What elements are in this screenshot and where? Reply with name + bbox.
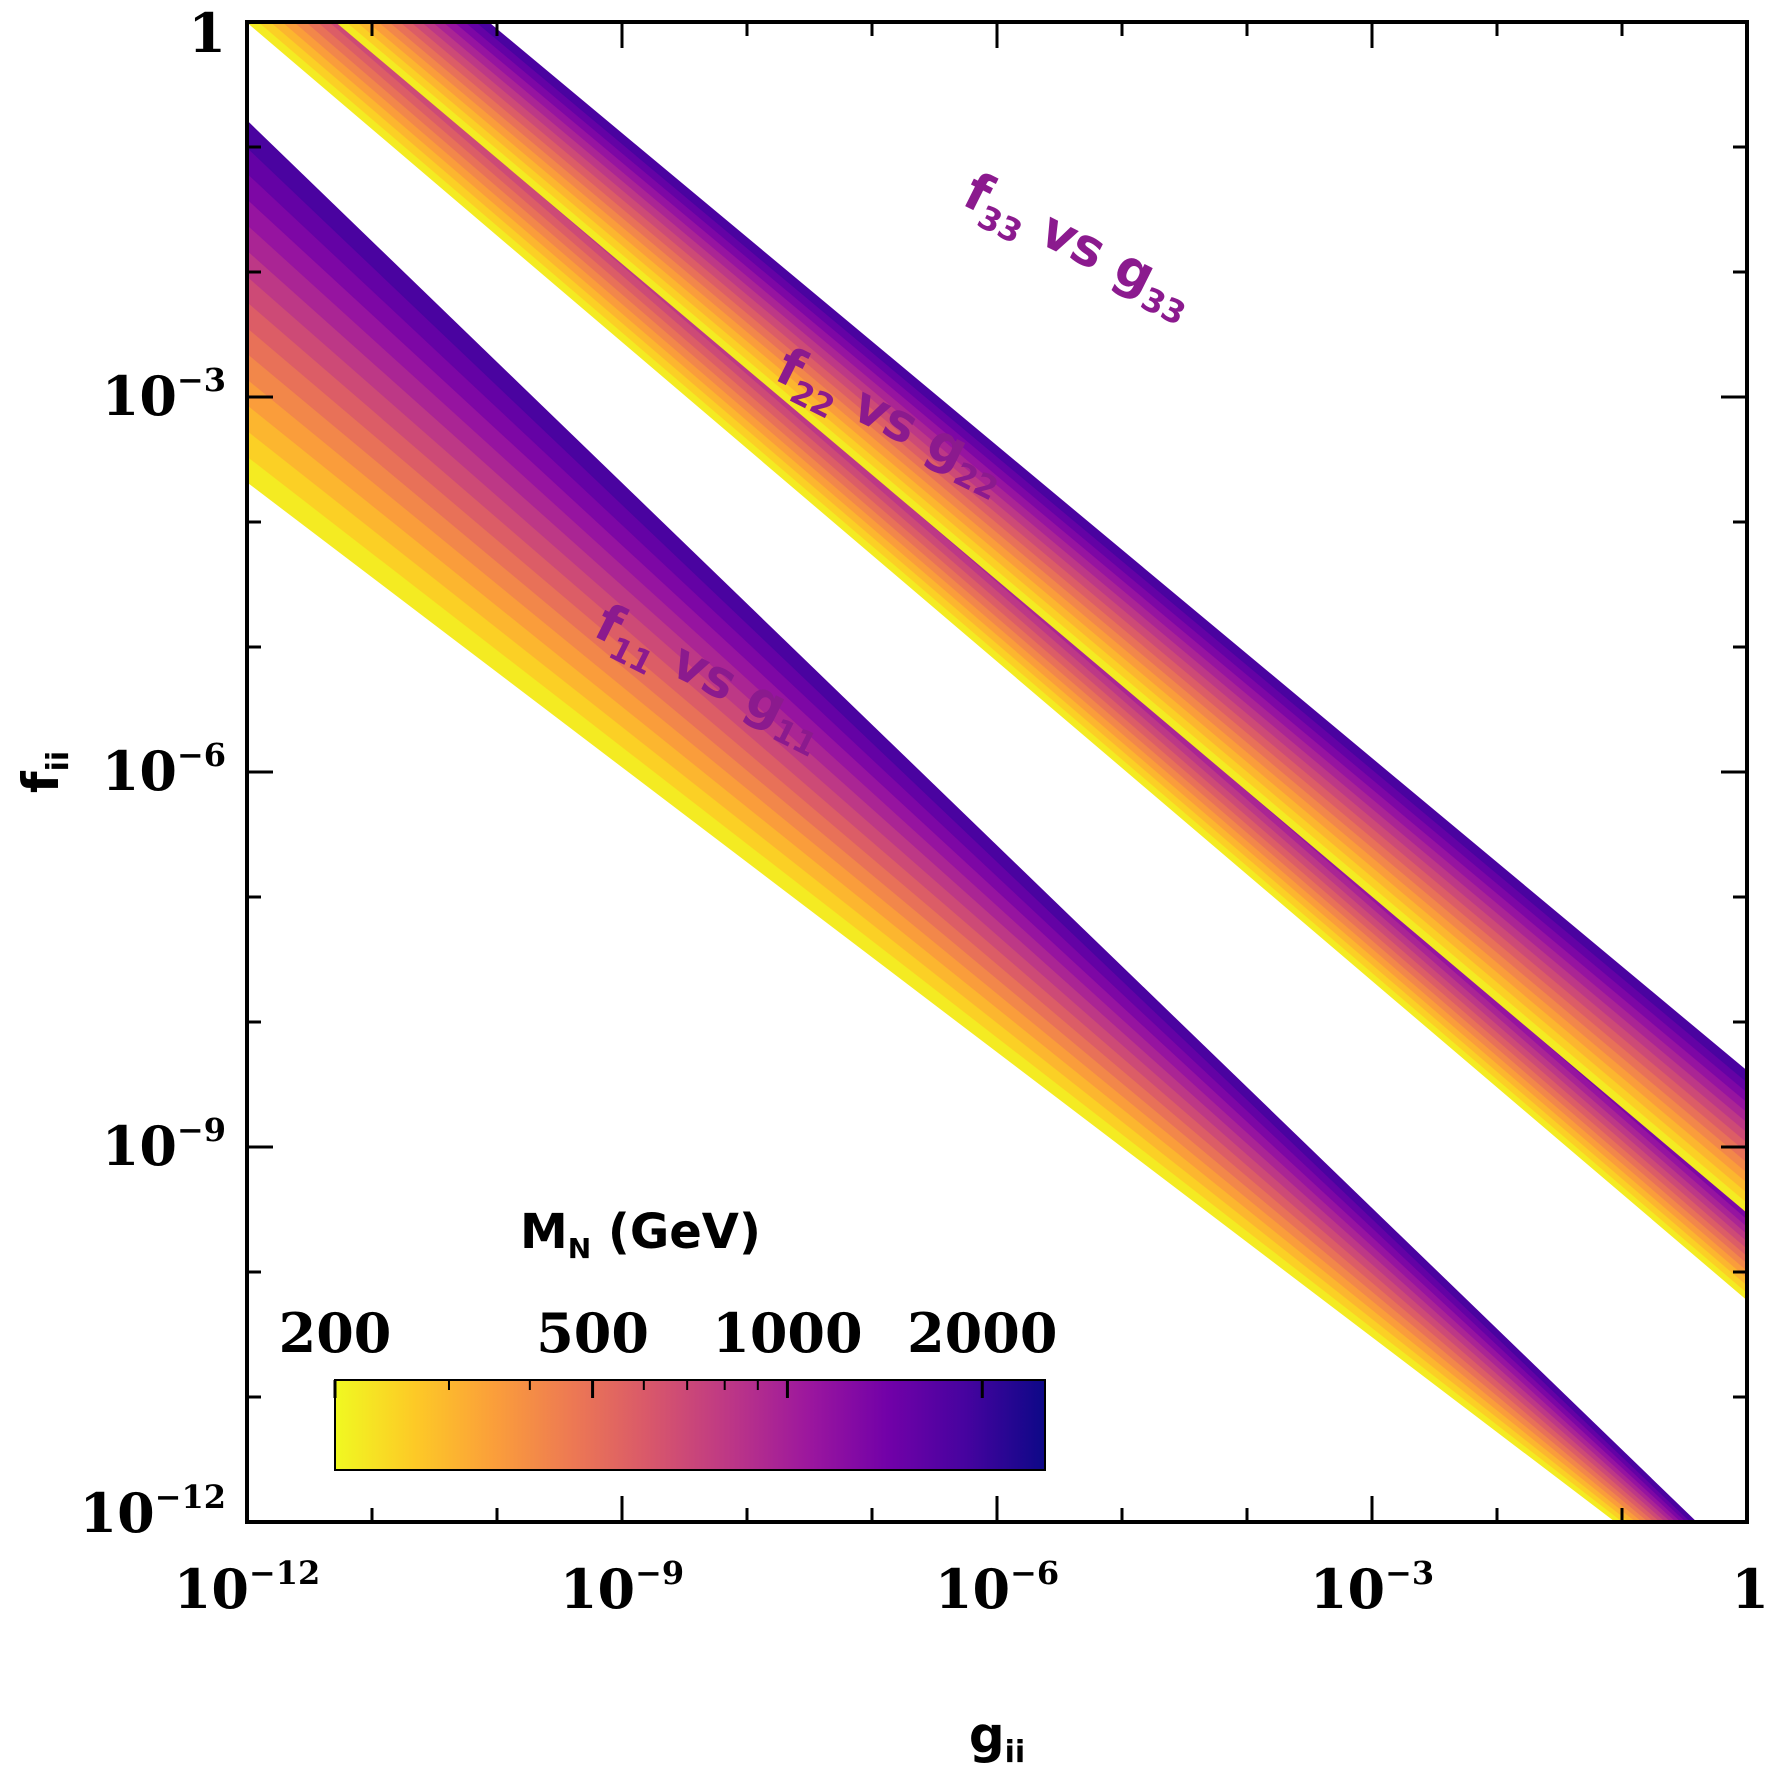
band-strip (317, 22, 1747, 1257)
colorbar-tick-label: 200 (279, 1301, 392, 1365)
band-strip (432, 22, 1747, 1123)
band-strip (453, 22, 1747, 1103)
colorbar: MN (GeV) 200 500 1000 2000 (279, 1204, 1057, 1471)
tick-label: 10−6 (102, 736, 226, 803)
data-bands (247, 22, 1747, 1522)
colorbar-ticks: 200 500 1000 2000 (279, 1301, 1057, 1398)
x-axis-title-sub: ii (1005, 1735, 1026, 1770)
band-strip (410, 22, 1747, 1143)
band-strip (335, 22, 1747, 1214)
band-strip (399, 22, 1747, 1153)
colorbar-tick-label: 500 (536, 1301, 649, 1365)
band-strip (356, 22, 1747, 1193)
tick-label-base: 10 (102, 739, 177, 803)
y-axis-title-main: f (12, 770, 70, 793)
band-strip (388, 22, 1747, 1163)
tick-label: 10−12 (174, 1554, 321, 1621)
tick-label-exponent: −12 (155, 1478, 226, 1516)
band-strip (328, 22, 1747, 1249)
tick-label-base: 10 (102, 364, 177, 428)
tick-label: 10−12 (80, 1478, 227, 1545)
band-label-33: f33 vs g33 (951, 162, 1205, 334)
tick-label-base: 10 (174, 1557, 249, 1621)
colorbar-title-main: M (520, 1204, 568, 1260)
colorbar-gradient (334, 1379, 1046, 1471)
band-strip (346, 22, 1747, 1203)
band-strip (282, 22, 1747, 1279)
band-strip (258, 22, 1747, 1294)
band-strip (270, 22, 1747, 1286)
tick-label: 1 (188, 1, 226, 65)
tick-label-exponent: −3 (177, 361, 226, 399)
x-axis-title-main: g (969, 1706, 1005, 1764)
band-strip (247, 120, 1697, 1522)
band-strip (340, 22, 1747, 1242)
band-strip (464, 22, 1747, 1093)
band-f11-vs-g11 (247, 120, 1697, 1522)
colorbar-title-sub: N (568, 1232, 591, 1265)
tick-label-exponent: −3 (1385, 1554, 1434, 1592)
x-axis-title: gii (969, 1706, 1025, 1770)
tick-label: 10−3 (102, 361, 226, 428)
tick-label-exponent: −6 (1010, 1554, 1059, 1592)
colorbar-title: MN (GeV) (520, 1204, 761, 1265)
tick-label: 10−9 (102, 1111, 226, 1178)
tick-label-base: 1 (188, 1, 226, 65)
colorbar-tick-label: 1000 (712, 1301, 862, 1365)
band-strip (421, 22, 1747, 1133)
tick-label-exponent: −6 (177, 736, 226, 774)
tick-label: 1 (1731, 1557, 1769, 1621)
axis-ticks (245, 20, 1749, 1524)
tick-label: 10−9 (560, 1554, 684, 1621)
tick-label: 10−3 (1310, 1554, 1434, 1621)
band-strip (367, 22, 1747, 1183)
band-strip (305, 22, 1747, 1264)
band-strip (442, 22, 1747, 1113)
tick-label-exponent: −9 (177, 1111, 226, 1149)
tick-label-base: 10 (935, 1557, 1010, 1621)
tick-label-exponent: −12 (249, 1554, 320, 1592)
band-f33-vs-g33 (335, 22, 1747, 1214)
y-axis-title-sub: ii (41, 751, 76, 772)
band-strip (378, 22, 1747, 1173)
tick-label-base: 1 (1731, 1557, 1769, 1621)
plot-frame (245, 20, 1749, 1524)
tick-label-base: 10 (560, 1557, 635, 1621)
colorbar-tick-label: 2000 (907, 1301, 1057, 1365)
tick-label: 10−6 (935, 1554, 1059, 1621)
tick-label-base: 10 (80, 1481, 155, 1545)
y-axis-title: fii (12, 751, 76, 793)
colorbar-title-unit: (GeV) (591, 1204, 761, 1260)
band-strip (247, 22, 1747, 1301)
band-strip (475, 22, 1747, 1083)
tick-label-base: 10 (102, 1114, 177, 1178)
band-strip (293, 22, 1747, 1271)
tick-label-base: 10 (1310, 1557, 1385, 1621)
tick-label-exponent: −9 (635, 1554, 684, 1592)
